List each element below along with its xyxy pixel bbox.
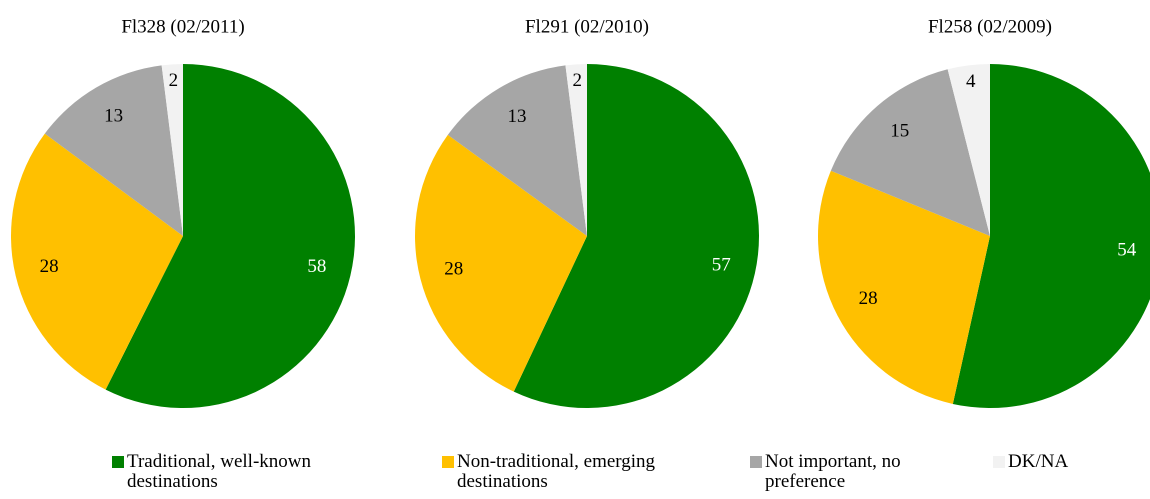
legend-swatch (442, 456, 454, 468)
data-label: 15 (890, 120, 909, 141)
data-label: 28 (40, 256, 59, 277)
data-label: 2 (573, 70, 583, 91)
legend-item: DK/NA (993, 452, 1128, 472)
legend-swatch (750, 456, 762, 468)
data-label: 13 (104, 106, 123, 127)
pie-slice (415, 134, 587, 392)
pie-slice (447, 65, 587, 237)
data-label: 58 (307, 256, 326, 277)
pie-slice (105, 64, 355, 408)
legend-item: Non-traditional, emerging destinations (442, 452, 657, 492)
chart: Fl328 (02/2011) 58 28 13 2 Fl291 (02/2010) 57 2… (10, 16, 1150, 408)
data-label: 4 (966, 71, 976, 92)
legend-swatch (993, 456, 1005, 468)
pie-slice (565, 64, 587, 236)
data-label: 28 (859, 288, 878, 309)
data-label: 13 (507, 106, 526, 127)
legend-label: DK/NA (1008, 451, 1069, 472)
chart-title: Fl258 (02/2009) (928, 16, 1052, 37)
chart-title: Fl291 (02/2010) (525, 16, 649, 37)
pie-slice (44, 65, 183, 236)
legend-label: Traditional, well-known destinations (127, 451, 312, 492)
pie-slice (10, 133, 183, 390)
data-label: 2 (169, 70, 179, 91)
pie-slice (513, 64, 760, 408)
legend-label: Not important, no preference (765, 451, 901, 492)
pie-slice (947, 64, 990, 236)
legend-item: Traditional, well-known destinations (112, 452, 327, 492)
pie-slice (161, 64, 183, 236)
pie-slice (830, 69, 990, 236)
pie-slice (952, 64, 1150, 408)
legend-swatch (112, 456, 124, 468)
legend-label: Non-traditional, emerging destinations (457, 451, 656, 492)
data-label: 54 (1117, 239, 1137, 260)
pie-slice (818, 170, 990, 404)
chart-title: Fl328 (02/2011) (121, 16, 244, 37)
legend-item: Not important, no preference (750, 452, 930, 492)
data-label: 28 (444, 259, 463, 280)
data-label: 57 (712, 254, 731, 275)
